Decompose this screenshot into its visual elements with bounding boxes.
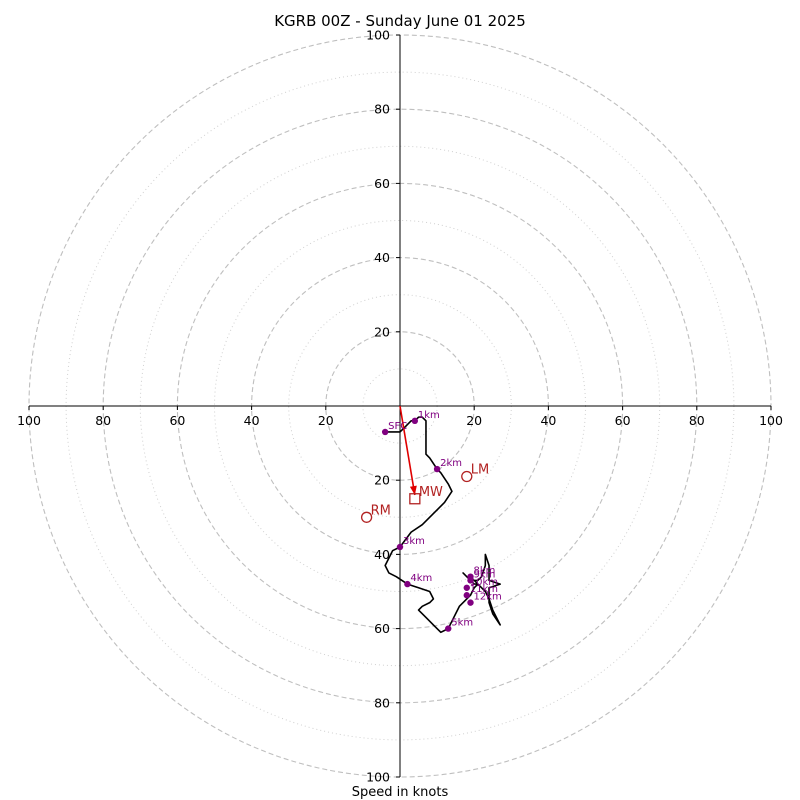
height-marker-dot (411, 417, 419, 425)
height-marker-label: 9km (473, 569, 495, 580)
storm-motion-label: MW (419, 485, 443, 500)
height-marker-label: 12km (473, 592, 501, 603)
storm-motion-markers: LM MW RM (360, 462, 489, 523)
height-marker-label: 3km (403, 536, 425, 547)
chart-title: KGRB 00Z - Sunday June 01 2025 (274, 12, 526, 30)
x-tick-label: 40 (540, 413, 556, 428)
mean-wind-arrowhead (409, 485, 417, 496)
y-tick-label: 60 (374, 176, 390, 191)
x-tick-label: 100 (759, 413, 783, 428)
y-tick-label: 40 (374, 547, 390, 562)
height-marker-dot (467, 577, 474, 584)
x-tick-label: 100 (17, 413, 41, 428)
height-marker-dot (404, 580, 411, 588)
height-marker-dot (445, 625, 452, 632)
storm-motion-marker (409, 493, 421, 505)
height-marker-label: 1km (418, 410, 440, 421)
y-tick-label: 20 (374, 473, 390, 488)
mean-wind-shaft (399, 405, 416, 496)
height-marker-label: 8km (473, 566, 495, 577)
y-tick-label: 100 (366, 770, 390, 785)
x-tick-label: 80 (95, 413, 111, 428)
height-marker-dot (381, 428, 389, 436)
height-marker-dot (433, 465, 441, 473)
tick-labels: 100 100 80 80 60 60 40 40 20 20 20 20 40 40 60 60 80 80 10… (17, 28, 783, 785)
y-tick-label: 40 (374, 250, 390, 265)
x-tick-label: 40 (244, 413, 260, 428)
storm-motion-marker (360, 511, 373, 523)
y-tick-label: 20 (374, 324, 390, 339)
y-tick-label: 60 (374, 621, 390, 636)
height-marker-dot (463, 584, 470, 591)
height-marker-label: 11km (470, 584, 498, 595)
x-tick-label: 20 (318, 413, 334, 428)
hodograph-trace (384, 416, 501, 634)
x-tick-label: 60 (169, 413, 185, 428)
y-tick-label: 80 (374, 102, 390, 117)
height-marker-label: 10km (470, 577, 498, 588)
height-marker-dot (467, 599, 474, 606)
x-tick-label: 80 (689, 413, 705, 428)
height-marker-dot (463, 592, 470, 599)
height-marker-label: 4km (410, 573, 432, 584)
storm-motion-label: LM (471, 462, 489, 477)
y-tick-label: 100 (366, 28, 390, 43)
x-tick-label: 60 (615, 413, 631, 428)
x-tick-label: 20 (466, 413, 482, 428)
x-axis-label: Speed in knots (352, 785, 449, 800)
mean-wind-vector (399, 405, 417, 496)
hodograph-line (384, 416, 501, 634)
height-marker-dot (396, 543, 404, 551)
height-marker-label: 5km (451, 618, 473, 629)
height-marker-label: 2km (440, 458, 462, 469)
storm-motion-label: RM (371, 503, 391, 518)
storm-motion-marker (461, 470, 473, 483)
y-tick-label: 80 (374, 695, 390, 710)
height-marker-label: SFC (388, 421, 407, 432)
